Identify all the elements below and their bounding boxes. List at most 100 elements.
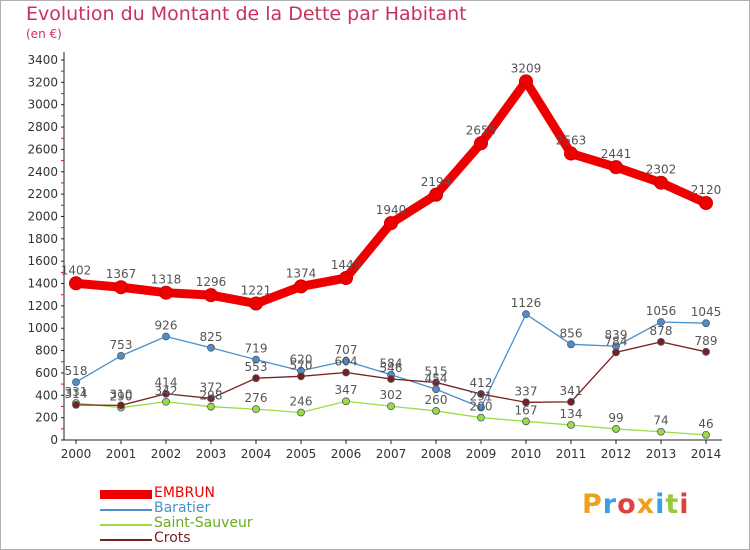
data-point-saint-sauveur: [477, 413, 485, 422]
legend-item-saint-sauveur: Saint-Sauveur: [100, 515, 320, 532]
data-point-baratier: [342, 357, 350, 365]
data-point-embrun: [204, 288, 218, 303]
data-label-saint-sauveur: 302: [380, 388, 403, 402]
x-tick-label: 2000: [61, 447, 92, 461]
legend-item-baratier: Baratier: [100, 500, 320, 517]
data-label-embrun: 3209: [511, 61, 542, 75]
y-tick-label: 2000: [27, 209, 58, 223]
y-tick-label: 1400: [27, 277, 58, 291]
data-point-baratier: [117, 351, 125, 360]
x-tick-label: 2010: [511, 447, 542, 461]
y-tick-label: 3200: [27, 75, 58, 89]
y-tick-label: 200: [35, 411, 58, 425]
y-tick-label: 0: [50, 433, 58, 447]
data-point-crots: [522, 398, 530, 407]
y-tick-label: 1200: [27, 299, 58, 313]
proxiti-logo: Proxiti: [582, 489, 690, 520]
data-label-baratier: 719: [245, 342, 268, 356]
x-tick-label: 2008: [421, 447, 452, 461]
data-label-crots: 314: [65, 387, 88, 401]
data-point-embrun: [294, 279, 308, 294]
data-label-crots: 372: [200, 380, 223, 394]
data-point-crots: [252, 374, 260, 383]
data-point-baratier: [252, 355, 260, 364]
series-baratier: [72, 310, 710, 412]
data-point-embrun: [114, 280, 128, 295]
x-tick-label: 2005: [286, 447, 317, 461]
data-point-crots: [657, 337, 665, 346]
data-point-embrun: [654, 175, 668, 190]
data-label-embrun: 2120: [691, 183, 722, 197]
data-label-baratier: 753: [110, 338, 133, 352]
chart-subtitle: (en €): [26, 27, 62, 41]
legend-label-baratier: Baratier: [154, 500, 211, 516]
data-label-embrun: 2563: [556, 134, 587, 148]
data-point-crots: [297, 372, 305, 381]
data-label-baratier: 454: [425, 371, 448, 385]
y-tick-label: 2800: [27, 120, 58, 134]
data-label-saint-sauveur: 276: [245, 391, 268, 405]
data-label-crots: 878: [650, 324, 673, 338]
data-point-crots: [162, 389, 170, 398]
data-point-crots: [342, 368, 350, 377]
data-point-saint-sauveur: [162, 397, 170, 406]
series-crots: [72, 337, 710, 410]
data-point-crots: [387, 375, 395, 383]
y-tick-label: 400: [35, 388, 58, 402]
y-tick-label: 2200: [27, 187, 58, 201]
x-tick-label: 2006: [331, 447, 362, 461]
legend-swatch-saint-sauveur: [100, 524, 152, 526]
data-point-embrun: [474, 136, 488, 151]
data-point-embrun: [609, 160, 623, 175]
x-tick-label: 2013: [646, 447, 677, 461]
data-point-baratier: [72, 378, 80, 387]
data-point-embrun: [69, 276, 83, 291]
legend-item-embrun: EMBRUN: [100, 485, 320, 502]
data-label-embrun: 1940: [376, 203, 407, 217]
legend-swatch-baratier: [100, 509, 152, 511]
data-label-embrun: 1367: [106, 267, 137, 281]
data-label-embrun: 1402: [61, 263, 92, 277]
data-point-saint-sauveur: [387, 402, 395, 411]
data-point-saint-sauveur: [297, 408, 305, 417]
data-point-embrun: [339, 271, 353, 286]
data-label-embrun: 2194: [421, 175, 452, 189]
data-point-baratier: [522, 310, 530, 319]
data-label-baratier: 856: [560, 326, 583, 340]
data-label-saint-sauveur: 167: [515, 403, 538, 417]
data-label-crots: 310: [110, 387, 133, 401]
data-point-saint-sauveur: [252, 405, 260, 414]
data-label-crots: 515: [425, 364, 448, 378]
data-label-baratier: 1056: [646, 304, 677, 318]
data-label-crots: 570: [290, 358, 313, 372]
data-label-saint-sauveur: 200: [470, 400, 493, 414]
data-label-crots: 341: [560, 384, 583, 398]
data-point-saint-sauveur: [657, 427, 665, 436]
data-point-crots: [567, 397, 575, 406]
data-label-embrun: 2302: [646, 163, 677, 177]
data-label-crots: 546: [380, 361, 403, 375]
data-point-baratier: [162, 332, 170, 341]
y-tick-label: 2600: [27, 142, 58, 156]
data-label-baratier: 839: [605, 328, 628, 342]
chart-title: Evolution du Montant de la Dette par Hab…: [26, 3, 467, 25]
legend: EMBRUN Baratier Saint-Sauveur Crots: [100, 485, 320, 547]
data-point-saint-sauveur: [342, 397, 350, 406]
data-label-crots: 412: [470, 376, 493, 390]
x-tick-label: 2002: [151, 447, 182, 461]
data-point-embrun: [429, 187, 443, 202]
data-point-crots: [612, 348, 620, 357]
data-point-crots: [207, 394, 215, 403]
y-tick-label: 800: [35, 344, 58, 358]
data-label-saint-sauveur: 298: [200, 389, 223, 403]
data-label-saint-sauveur: 74: [653, 414, 668, 428]
x-tick-label: 2011: [556, 447, 587, 461]
data-label-embrun: 1318: [151, 273, 182, 287]
x-tick-label: 2007: [376, 447, 407, 461]
data-point-embrun: [384, 216, 398, 231]
legend-item-crots: Crots: [100, 530, 320, 547]
data-label-crots: 604: [335, 354, 358, 368]
data-label-crots: 789: [695, 334, 718, 348]
data-point-saint-sauveur: [567, 421, 575, 429]
